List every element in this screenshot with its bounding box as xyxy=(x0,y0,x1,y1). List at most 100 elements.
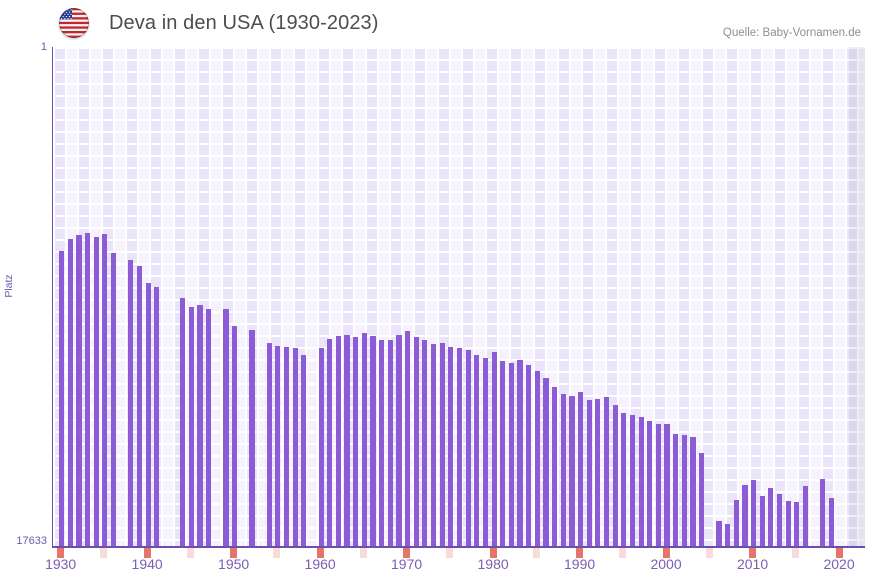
bar[interactable] xyxy=(439,342,445,547)
bar[interactable] xyxy=(725,524,731,547)
bar[interactable] xyxy=(405,330,411,547)
bar[interactable] xyxy=(742,484,748,547)
bar[interactable] xyxy=(482,357,489,547)
bar[interactable] xyxy=(318,347,324,547)
bar[interactable] xyxy=(422,339,428,547)
bar[interactable] xyxy=(275,346,281,547)
bar[interactable] xyxy=(612,404,618,547)
bar[interactable] xyxy=(76,234,82,547)
x-axis-tick-label: 2020 xyxy=(823,556,855,572)
bar[interactable] xyxy=(387,339,393,547)
bar[interactable] xyxy=(370,335,376,547)
bar[interactable] xyxy=(266,343,272,547)
bar[interactable] xyxy=(543,377,549,547)
x-tick-major xyxy=(403,548,411,558)
bar[interactable] xyxy=(560,394,566,547)
bar[interactable] xyxy=(110,252,117,547)
bar[interactable] xyxy=(292,348,298,547)
x-axis-tick-label: 1990 xyxy=(564,556,596,572)
bar[interactable] xyxy=(664,423,670,547)
bar[interactable] xyxy=(136,266,143,547)
bar[interactable] xyxy=(85,232,91,547)
bar[interactable] xyxy=(621,412,627,547)
bar[interactable] xyxy=(283,347,290,547)
x-axis-line xyxy=(52,546,865,548)
chart-header: Deva in den USA (1930-2023) Quelle: Baby… xyxy=(0,0,873,47)
bar[interactable] xyxy=(785,500,791,547)
bar[interactable] xyxy=(647,420,653,547)
y-axis-title: Platz xyxy=(3,274,15,298)
bar[interactable] xyxy=(223,309,229,547)
bar[interactable] xyxy=(249,329,255,547)
x-tick-minor xyxy=(273,548,281,558)
bar[interactable] xyxy=(638,417,644,547)
bar[interactable] xyxy=(776,493,783,547)
bar[interactable] xyxy=(673,433,679,547)
bar[interactable] xyxy=(180,298,186,547)
bar[interactable] xyxy=(379,340,385,547)
bar[interactable] xyxy=(569,395,575,547)
x-axis-tick-label: 1980 xyxy=(477,556,509,572)
bar[interactable] xyxy=(232,325,238,547)
bar[interactable] xyxy=(802,485,809,547)
bar[interactable] xyxy=(67,238,73,547)
bar[interactable] xyxy=(206,309,212,547)
bar[interactable] xyxy=(59,251,65,547)
bar[interactable] xyxy=(396,335,402,547)
bar[interactable] xyxy=(430,343,437,547)
bar[interactable] xyxy=(733,500,739,547)
chart-title: Deva in den USA (1930-2023) xyxy=(109,12,379,34)
bar[interactable] xyxy=(534,370,540,547)
bar[interactable] xyxy=(301,355,307,547)
x-axis-tick-label: 1940 xyxy=(131,556,163,572)
bar[interactable] xyxy=(500,360,506,547)
bar[interactable] xyxy=(327,339,333,547)
bar[interactable] xyxy=(335,335,341,547)
x-axis-tick-label: 1960 xyxy=(304,556,336,572)
bar[interactable] xyxy=(102,233,108,547)
bar[interactable] xyxy=(768,488,774,547)
x-tick-major xyxy=(662,548,670,558)
bar[interactable] xyxy=(188,307,194,547)
bar[interactable] xyxy=(603,396,610,547)
bar[interactable] xyxy=(750,479,757,547)
bar[interactable] xyxy=(586,399,592,547)
bar[interactable] xyxy=(361,332,367,547)
bar[interactable] xyxy=(794,501,800,547)
bar[interactable] xyxy=(465,350,471,547)
bar[interactable] xyxy=(93,236,99,547)
bar[interactable] xyxy=(552,386,558,547)
bar[interactable] xyxy=(690,436,696,547)
bar[interactable] xyxy=(759,496,765,547)
bar[interactable] xyxy=(655,424,662,547)
bar[interactable] xyxy=(448,346,454,547)
bar[interactable] xyxy=(681,435,687,547)
bar[interactable] xyxy=(128,260,134,547)
bar[interactable] xyxy=(491,352,497,547)
bar[interactable] xyxy=(474,354,480,547)
plot-area xyxy=(52,47,865,547)
bar[interactable] xyxy=(145,282,151,547)
bar[interactable] xyxy=(154,287,160,547)
bar[interactable] xyxy=(353,337,359,547)
x-tick-major xyxy=(230,548,238,558)
bar[interactable] xyxy=(577,392,584,547)
bar[interactable] xyxy=(828,497,834,547)
bar[interactable] xyxy=(699,452,705,547)
x-tick-minor xyxy=(359,548,367,558)
x-axis-tick-label: 1930 xyxy=(45,556,77,572)
bar[interactable] xyxy=(456,348,463,547)
bar[interactable] xyxy=(820,479,826,547)
bar[interactable] xyxy=(629,415,636,547)
bar[interactable] xyxy=(716,521,722,547)
x-tick-major xyxy=(749,548,757,558)
bar[interactable] xyxy=(595,399,601,547)
no-data-band xyxy=(848,47,865,547)
bar[interactable] xyxy=(197,305,203,547)
bar[interactable] xyxy=(413,337,419,547)
bar[interactable] xyxy=(508,362,514,547)
bar[interactable] xyxy=(526,364,532,547)
bar[interactable] xyxy=(344,334,350,547)
x-tick-minor xyxy=(792,548,800,558)
bar[interactable] xyxy=(517,360,523,547)
